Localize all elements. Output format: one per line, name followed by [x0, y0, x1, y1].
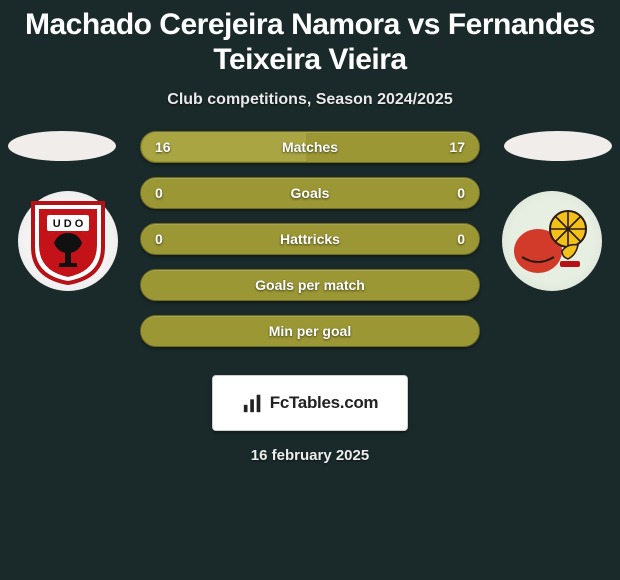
fctables-brand-link[interactable]: FcTables.com	[212, 375, 408, 431]
leixoes-crest-icon	[510, 199, 594, 283]
generated-date: 16 february 2025	[0, 447, 620, 464]
bar-chart-icon	[242, 392, 264, 414]
svg-text:U D O: U D O	[53, 218, 84, 230]
bar-label: Goals	[291, 185, 330, 201]
bar-value-left: 0	[155, 231, 163, 247]
bar-row-min-per-goal: Min per goal	[140, 315, 480, 347]
comparison-stage: U D O 16 Matches 17	[0, 131, 620, 361]
player-avatar-left	[8, 131, 116, 161]
bar-value-right: 0	[457, 231, 465, 247]
bar-label: Goals per match	[255, 277, 365, 293]
player-avatar-right	[504, 131, 612, 161]
bar-value-left: 16	[155, 139, 171, 155]
bar-value-left: 0	[155, 185, 163, 201]
brand-text: FcTables.com	[270, 393, 379, 413]
bar-label: Matches	[282, 139, 338, 155]
ud-oliveirense-crest-icon: U D O	[29, 197, 107, 285]
stat-bars: 16 Matches 17 0 Goals 0 0 Hattricks 0 Go…	[140, 131, 480, 347]
bar-row-goals: 0 Goals 0	[140, 177, 480, 209]
bar-row-matches: 16 Matches 17	[140, 131, 480, 163]
club-badge-right	[502, 191, 602, 291]
club-badge-left: U D O	[18, 191, 118, 291]
bar-value-right: 0	[457, 185, 465, 201]
bar-row-goals-per-match: Goals per match	[140, 269, 480, 301]
bar-label: Min per goal	[269, 323, 351, 339]
page-title: Machado Cerejeira Namora vs Fernandes Te…	[0, 0, 620, 77]
bar-label: Hattricks	[280, 231, 340, 247]
bar-row-hattricks: 0 Hattricks 0	[140, 223, 480, 255]
bar-value-right: 17	[449, 139, 465, 155]
subtitle: Club competitions, Season 2024/2025	[0, 91, 620, 109]
